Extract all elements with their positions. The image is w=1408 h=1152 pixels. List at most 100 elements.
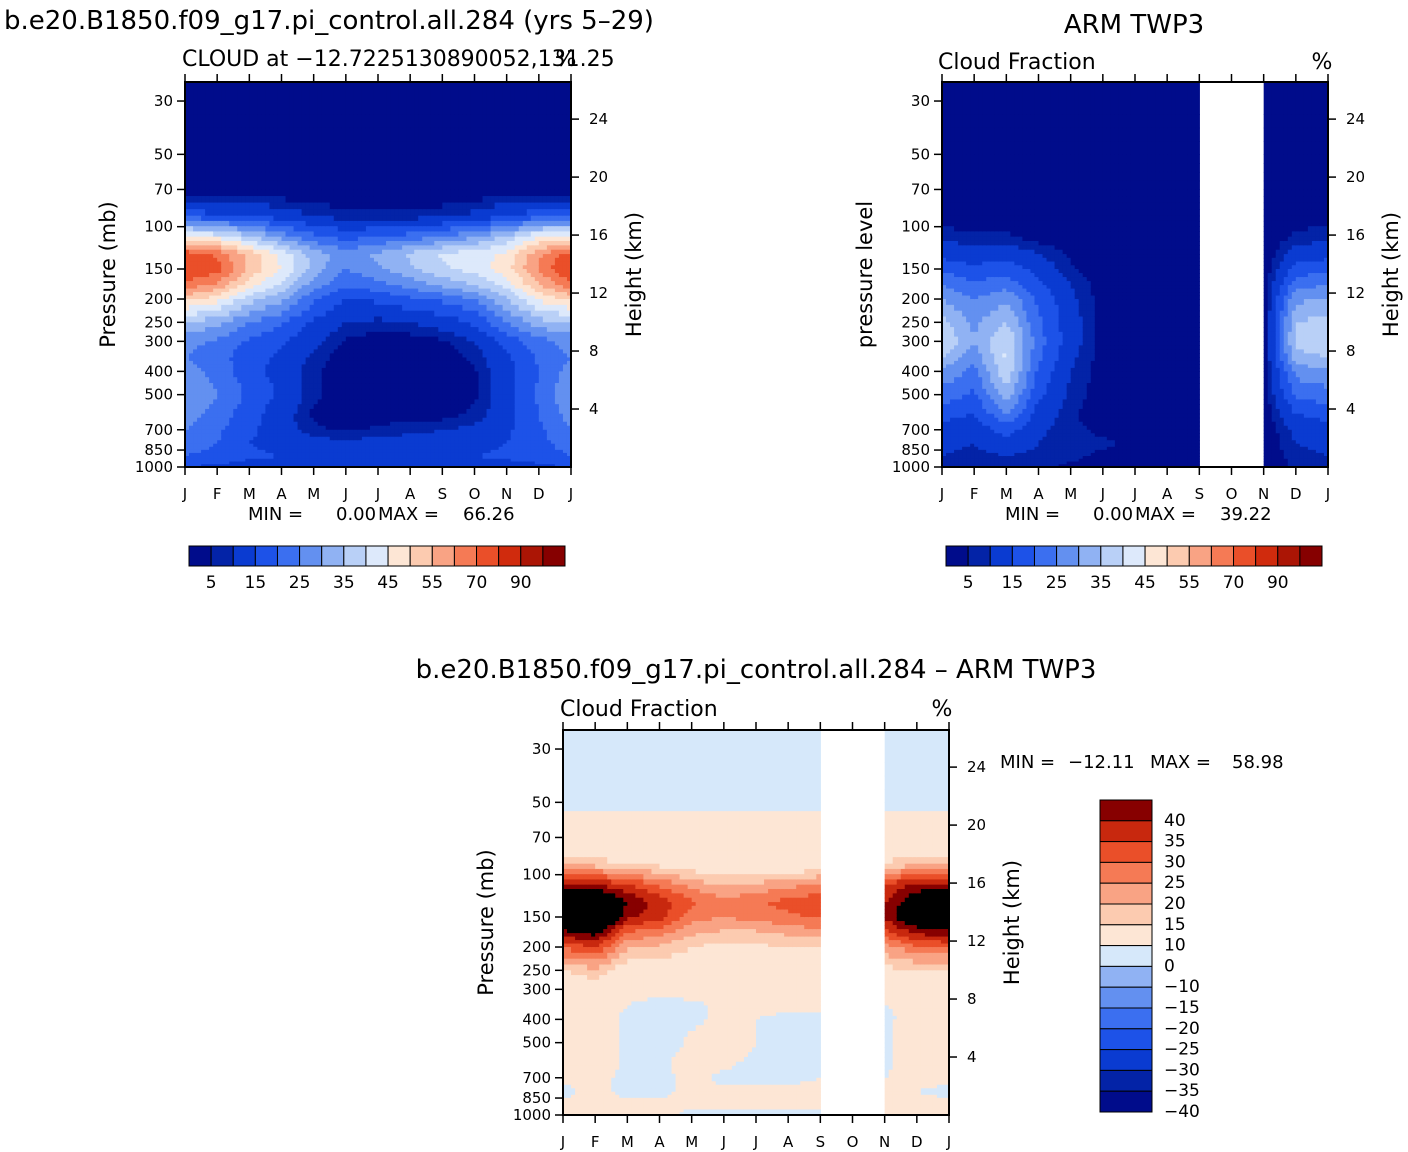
heatmap-cell <box>265 216 270 222</box>
heatmap-cell <box>362 277 367 282</box>
heatmap-cell <box>245 226 250 232</box>
heatmap-cell <box>450 389 455 395</box>
heatmap-cell <box>410 281 415 286</box>
heatmap-cell <box>422 327 427 332</box>
heatmap-cell <box>197 399 202 404</box>
heatmap-cell <box>253 437 258 441</box>
heatmap-cell <box>205 196 210 203</box>
heatmap-cell <box>426 433 431 437</box>
heatmap-cell <box>253 226 258 232</box>
heatmap-cell <box>249 226 254 232</box>
heatmap-cell <box>402 265 407 269</box>
heatmap-cell <box>366 389 371 395</box>
heatmap-cell <box>418 196 423 203</box>
heatmap-cell <box>386 383 391 389</box>
heatmap-cell <box>330 418 335 423</box>
heatmap-cell <box>201 349 206 354</box>
heatmap-cell <box>273 437 278 441</box>
heatmap-cell <box>330 141 335 155</box>
heatmap-cell <box>261 203 266 210</box>
heatmap-cell <box>310 265 315 269</box>
heatmap-cell <box>286 82 291 115</box>
heatmap-cell <box>334 357 339 361</box>
heatmap-cell <box>378 277 383 282</box>
heatmap-cell <box>277 332 282 337</box>
heatmap-cell <box>342 172 347 181</box>
heatmap-cell <box>205 189 210 196</box>
heatmap-cell <box>326 226 331 232</box>
heatmap-cell <box>414 311 419 317</box>
heatmap-cell <box>205 364 210 368</box>
heatmap-cell <box>426 269 431 274</box>
heatmap-cell <box>294 311 299 317</box>
heatmap-cell <box>261 289 266 293</box>
heatmap-cell <box>201 141 206 155</box>
heatmap-cell <box>334 395 339 400</box>
heatmap-cell <box>273 422 278 427</box>
heatmap-cell <box>394 430 399 434</box>
heatmap-cell <box>229 368 234 372</box>
heatmap-cell <box>378 349 383 354</box>
heatmap-cell <box>314 383 319 389</box>
heatmap-cell <box>209 353 214 358</box>
heatmap-cell <box>253 357 258 361</box>
heatmap-cell <box>282 327 287 332</box>
heatmap-cell <box>197 221 202 227</box>
heatmap-cell <box>354 196 359 203</box>
heatmap-cell <box>209 332 214 337</box>
heatmap-cell <box>217 377 222 383</box>
heatmap-cell <box>197 196 202 203</box>
heatmap-cell <box>326 114 331 128</box>
heatmap-cell <box>430 292 435 296</box>
heatmap-cell <box>418 440 423 444</box>
heatmap-cell <box>261 209 266 216</box>
heatmap-cell <box>241 181 246 190</box>
heatmap-cell <box>386 277 391 282</box>
heatmap-cell <box>442 241 447 246</box>
heatmap-cell <box>205 181 210 190</box>
heatmap-cell <box>221 414 226 419</box>
heatmap-cell <box>406 281 411 286</box>
heatmap-cell <box>225 277 230 282</box>
heatmap-cell <box>370 409 375 414</box>
heatmap-cell <box>322 237 327 242</box>
heatmap-cell <box>213 377 218 383</box>
heatmap-cell <box>201 399 206 404</box>
heatmap-cell <box>402 414 407 419</box>
heatmap-cell <box>298 189 303 196</box>
heatmap-cell <box>386 285 391 289</box>
heatmap-cell <box>362 418 367 423</box>
heatmap-cell <box>209 409 214 414</box>
heatmap-cell <box>306 262 311 266</box>
heatmap-cell <box>358 289 363 293</box>
heatmap-cell <box>229 426 234 431</box>
heatmap-cell <box>298 245 303 250</box>
heatmap-cell <box>213 364 218 368</box>
heatmap-cell <box>442 181 447 190</box>
heatmap-cell <box>426 337 431 342</box>
heatmap-cell <box>374 341 379 346</box>
heatmap-cell <box>273 296 278 300</box>
heatmap-cell <box>394 322 399 327</box>
heatmap-cell <box>414 154 419 163</box>
heatmap-cell <box>318 196 323 203</box>
heatmap-cell <box>362 377 367 383</box>
heatmap-cell <box>366 349 371 354</box>
heatmap-cell <box>386 399 391 404</box>
heatmap-cell <box>402 332 407 337</box>
heatmap-cell <box>422 226 427 232</box>
heatmap-cell <box>245 114 250 128</box>
heatmap-cell <box>386 258 391 262</box>
heatmap-cell <box>265 327 270 332</box>
heatmap-cell <box>362 422 367 427</box>
heatmap-cell <box>346 430 351 434</box>
heatmap-cell <box>314 237 319 242</box>
heatmap-cell <box>334 440 339 444</box>
heatmap-cell <box>233 241 238 246</box>
heatmap-cell <box>193 128 198 142</box>
heatmap-cell <box>458 189 463 196</box>
heatmap-cell <box>450 262 455 266</box>
heatmap-cell <box>245 163 250 172</box>
heatmap-cell <box>282 383 287 389</box>
heatmap-cell <box>354 269 359 274</box>
